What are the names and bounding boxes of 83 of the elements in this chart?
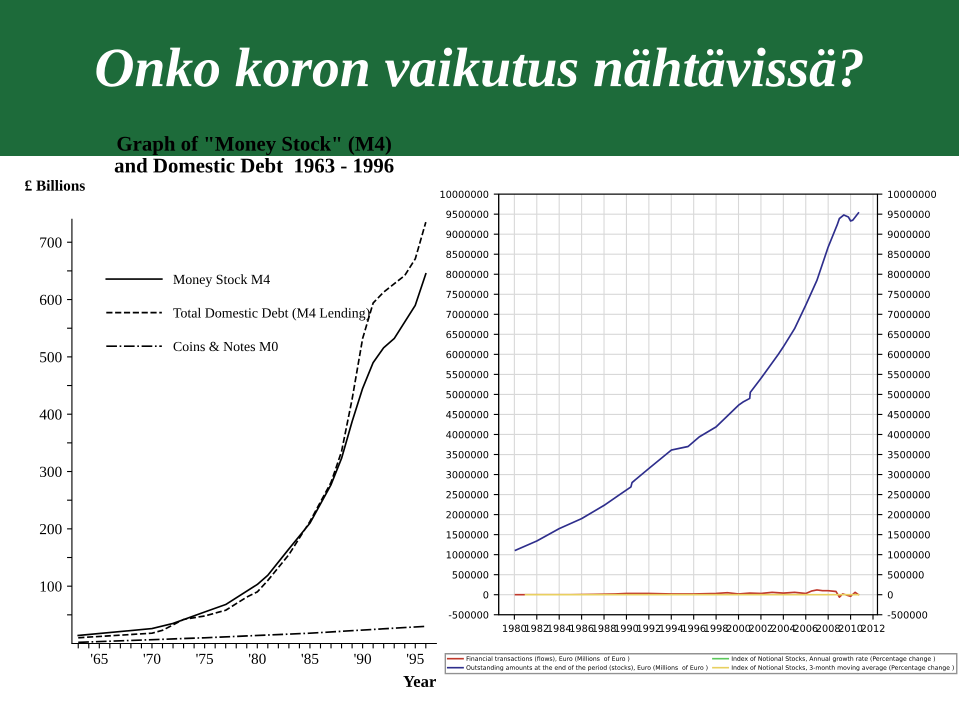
x-tick-label: 1984 (548, 624, 572, 632)
y-tick-label: 6500000 (446, 330, 488, 338)
y-tick-label: 700 (40, 237, 62, 248)
x-tick-label: 1988 (592, 624, 616, 632)
y2-tick-label: 500000 (888, 571, 924, 579)
x-tick-label: '80 (248, 654, 266, 664)
y-tick-label: 500 (40, 352, 62, 362)
x-tick-label: 2000 (726, 624, 750, 632)
y-tick-label: 500000 (452, 571, 488, 579)
y-tick-label: 6000000 (446, 350, 488, 358)
y-tick-label: 9000000 (446, 230, 488, 238)
x-tick-label: 1980 (503, 624, 526, 632)
x-tick-label: 1986 (570, 624, 594, 632)
y2-tick-label: 0 (888, 591, 893, 599)
y-tick-label: 8000000 (446, 270, 488, 278)
x-tick-label: '70 (144, 654, 160, 664)
y2-tick-label: 3500000 (888, 450, 930, 458)
x-tick-label: 2002 (749, 624, 772, 632)
y-tick-label: 7000000 (446, 310, 488, 318)
y-tick-label: 5500000 (446, 370, 488, 378)
x-tick-label: '75 (196, 654, 214, 664)
x-tick-label: '65 (90, 654, 108, 664)
y-tick-label: 400 (40, 409, 62, 420)
y2-tick-label: 7500000 (888, 290, 930, 298)
y-tick-label: 600 (40, 294, 62, 305)
x-tick-label: '90 (354, 654, 372, 664)
y-tick-label: 9500000 (446, 210, 488, 218)
x-tick-label: 1998 (704, 624, 728, 632)
y2-tick-label: 6000000 (888, 350, 930, 358)
y2-tick-label: 7000000 (888, 310, 930, 318)
x-tick-label: 1996 (682, 624, 706, 632)
x-tick-label: 2006 (794, 624, 818, 632)
y-tick-label: 300 (40, 466, 62, 477)
x-tick-label: '85 (302, 654, 318, 664)
x-tick-label: '95 (406, 654, 424, 664)
y-tick-label: 4500000 (446, 410, 488, 418)
y-axis-title: £ Billions (25, 180, 85, 191)
y2-tick-label: 8500000 (888, 250, 930, 258)
legend-label: Total Domestic Debt (M4 Lending) (173, 308, 370, 320)
y-tick-label: 7500000 (446, 290, 488, 298)
y2-tick-label: 9500000 (888, 210, 930, 218)
chart-title: Graph of "Money Stock" (M4) and Domestic Debt 1963 - 1996 (114, 136, 394, 173)
y-tick-label: 3000000 (446, 471, 488, 478)
y2-tick-label: -500000 (888, 611, 928, 619)
y2-tick-label: 2500000 (888, 491, 930, 498)
x-tick-label: 1990 (615, 624, 638, 632)
x-tick-label: 2008 (816, 624, 840, 632)
y-tick-label: 2000000 (446, 511, 488, 518)
y-tick-label: 0 (483, 591, 488, 599)
line-series (514, 212, 860, 552)
y-tick-label: 4000000 (446, 430, 488, 438)
text: Onko koron vaikutus nähtävissä? (96, 48, 863, 87)
legend-label: Money Stock M4 (173, 274, 270, 287)
y-tick-label: 1500000 (446, 531, 488, 538)
y-tick-label: 10000000 (440, 190, 488, 198)
x-tick-label: 1982 (525, 624, 548, 632)
x-tick-label: 1994 (660, 624, 684, 632)
y2-tick-label: 8000000 (888, 270, 930, 278)
y2-tick-label: 4000000 (888, 430, 930, 438)
y2-tick-label: 3000000 (888, 471, 930, 478)
y-tick-label: 5000000 (446, 390, 488, 398)
y-tick-label: -500000 (448, 611, 488, 619)
y2-tick-label: 4500000 (888, 410, 930, 418)
x-tick-label: 1992 (638, 624, 660, 632)
y2-tick-label: 1000000 (888, 551, 930, 558)
legend-label: Coins & Notes M0 (174, 342, 278, 352)
x-tick-label: 2012 (861, 624, 884, 632)
y2-tick-label: 6500000 (888, 330, 930, 338)
y-tick-label: 100 (40, 581, 62, 592)
y2-tick-label: 5500000 (888, 370, 930, 378)
y-tick-label: 3500000 (446, 450, 488, 458)
y-tick-label: 200 (40, 524, 62, 534)
y2-tick-label: 1500000 (888, 531, 930, 538)
x-tick-label: 2004 (772, 624, 796, 632)
y2-tick-label: 9000000 (888, 230, 930, 238)
y2-tick-label: 5000000 (888, 390, 930, 398)
y-tick-label: 1000000 (446, 551, 488, 558)
y-tick-label: 2500000 (446, 491, 488, 498)
y2-tick-label: 10000000 (888, 190, 936, 198)
x-axis-title: Year (403, 676, 436, 688)
y-tick-label: 8500000 (446, 250, 488, 258)
y2-tick-label: 2000000 (888, 511, 930, 518)
x-tick-label: 2010 (838, 624, 862, 632)
